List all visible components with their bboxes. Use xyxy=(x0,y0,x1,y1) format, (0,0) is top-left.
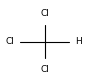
Text: H: H xyxy=(75,37,82,46)
Text: Cl: Cl xyxy=(40,9,49,18)
Text: Cl: Cl xyxy=(5,37,14,46)
Text: Cl: Cl xyxy=(40,65,49,74)
